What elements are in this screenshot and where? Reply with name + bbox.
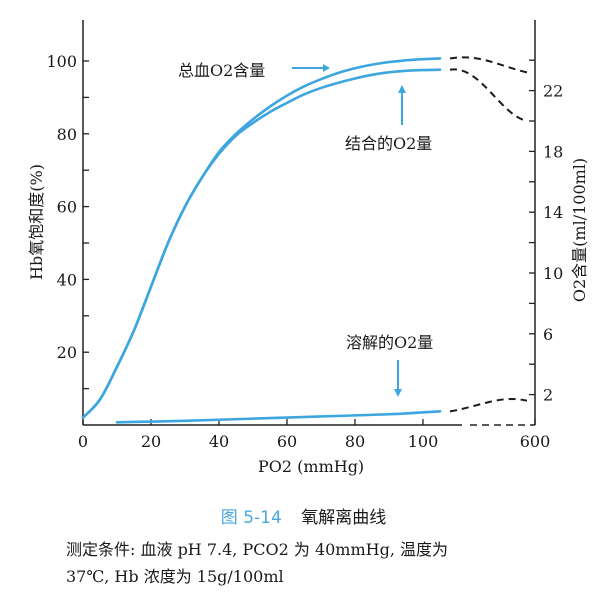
right-y-axis-label: O2含量(ml/100ml): [570, 158, 589, 302]
series-label-total: 总血O2含量: [178, 61, 265, 80]
note-line-2: 37℃, Hb 浓度为 15g/100ml: [66, 567, 284, 586]
x-tick-label-1: 20: [141, 432, 161, 451]
dissolved-arrow-head: [394, 389, 402, 397]
total-o2-curve: [81, 57, 442, 420]
figure-caption: 图 5-14 氧解离曲线: [0, 503, 607, 528]
x-tick-label-2: 40: [209, 432, 229, 451]
x-axis-label: PO2 (mmHg): [258, 457, 364, 476]
left-y-tick-label-4: 100: [46, 52, 77, 71]
bound-o2-curve: [81, 68, 442, 420]
ticks: 0 20 40 60 80 100 600 20 40 60 80 100 2 6 10 14 18 22: [46, 52, 563, 451]
x-tick-label-3: 60: [277, 432, 297, 451]
left-y-tick-label-2: 60: [57, 198, 77, 217]
axes: [82, 20, 536, 426]
right-y-tick-label-0: 2: [543, 386, 553, 405]
bound-arrow-head: [398, 85, 406, 93]
right-y-tick-label-1: 6: [543, 325, 553, 344]
annotations: [292, 64, 406, 397]
oxygen-dissociation-chart: 0 20 40 60 80 100 600 20 40 60 80 100 2 6 10 14 18 22 总血O…: [27, 20, 589, 476]
total-arrow-head: [323, 64, 330, 72]
dissolved-o2-curve-extension: [449, 398, 528, 413]
measurement-conditions: 测定条件: 血液 pH 7.4, PCO2 为 40mmHg, 温度为 37℃,…: [66, 536, 586, 590]
dissolved-o2-curve: [115, 410, 442, 424]
total-o2-curve-extension: [449, 56, 528, 74]
x-tick-label-5: 100: [408, 432, 439, 451]
right-y-tick-label-4: 18: [543, 142, 563, 161]
x-tick-label-0: 0: [78, 432, 88, 451]
left-y-tick-label-0: 20: [57, 343, 77, 362]
left-y-axis-label: Hb氧饱和度(%): [27, 164, 46, 280]
right-y-tick-label-3: 14: [543, 203, 563, 222]
x-tick-label-4: 80: [345, 432, 365, 451]
x-tick-label-6: 600: [520, 432, 551, 451]
figure-number: 图 5-14: [220, 508, 282, 528]
bound-o2-curve-extension: [449, 68, 528, 122]
right-y-tick-label-2: 10: [543, 264, 563, 283]
series-layer: [81, 56, 528, 424]
left-y-tick-label-3: 80: [57, 125, 77, 144]
series-label-bound: 结合的O2量: [345, 134, 432, 153]
figure-title: 氧解离曲线: [301, 508, 387, 528]
note-line-1: 测定条件: 血液 pH 7.4, PCO2 为 40mmHg, 温度为: [66, 540, 449, 559]
left-y-tick-label-1: 40: [57, 270, 77, 289]
series-label-dissolved: 溶解的O2量: [346, 333, 433, 352]
right-y-tick-label-5: 22: [543, 82, 563, 101]
